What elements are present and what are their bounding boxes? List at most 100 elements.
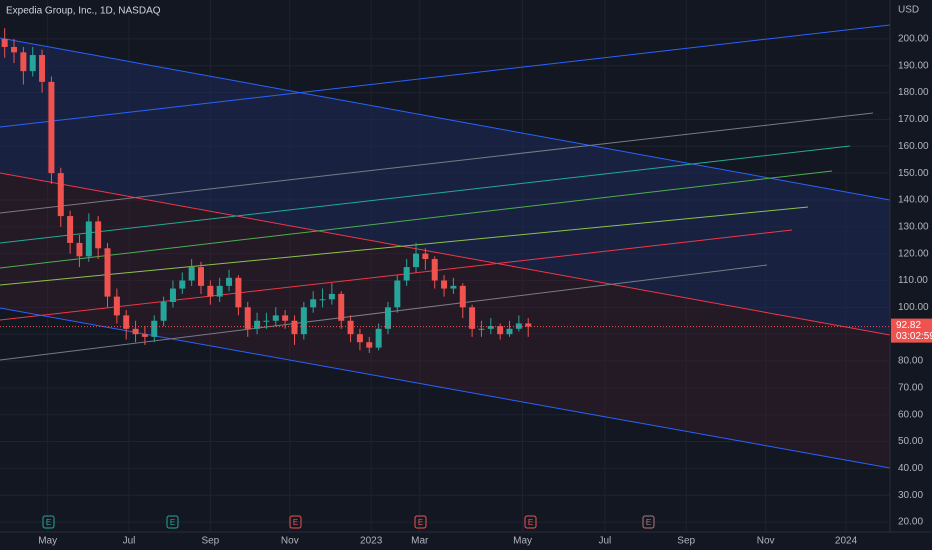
marker-box <box>289 515 302 529</box>
candle-body <box>169 288 176 302</box>
x-tick-label: 2023 <box>360 536 383 547</box>
candle-body <box>450 285 457 289</box>
candle-body <box>328 293 335 300</box>
candle-body <box>48 81 55 174</box>
y-tick-label: 190.00 <box>898 60 929 71</box>
candle-body <box>216 285 223 297</box>
marker-box <box>42 515 55 529</box>
earnings-marker[interactable]: E <box>46 518 51 527</box>
trend-line <box>0 307 891 469</box>
candle-body <box>338 293 345 321</box>
y-tick-label: 130.00 <box>898 221 929 232</box>
y-tick-label: 50.00 <box>898 436 923 447</box>
y-tick-label: 200.00 <box>898 34 929 45</box>
candle-body <box>422 253 429 260</box>
candle-body <box>478 328 485 330</box>
earnings-marker[interactable]: E <box>418 518 423 527</box>
earnings-marker[interactable]: E <box>293 518 298 527</box>
trend-line <box>0 229 793 321</box>
candle-body <box>356 334 363 343</box>
candle-body <box>375 328 382 348</box>
marker-box <box>642 515 655 529</box>
candle-body <box>1 38 8 47</box>
chart-title: Expedia Group, Inc., 1D, NASDAQ <box>6 6 161 17</box>
candle-body <box>123 315 130 329</box>
countdown-label: 03:02:59 <box>896 331 932 342</box>
x-tick-label: Jul <box>123 536 136 547</box>
x-tick-label: Mar <box>411 536 429 547</box>
x-tick-label: May <box>513 536 532 547</box>
candle-body <box>282 315 289 321</box>
y-tick-label: 170.00 <box>898 114 929 125</box>
channel-fill <box>0 38 890 335</box>
candle-body <box>11 46 18 53</box>
candle-body <box>151 320 158 337</box>
candle-body <box>160 301 167 321</box>
candle-body <box>113 296 120 316</box>
y-tick-label: 70.00 <box>898 383 923 394</box>
y-tick-label: 100.00 <box>898 302 929 313</box>
candle-body <box>263 320 270 322</box>
candle-body <box>272 315 279 321</box>
candle-body <box>244 307 251 329</box>
candle-body <box>310 299 317 308</box>
y-tick-label: 30.00 <box>898 490 923 501</box>
candle-body <box>413 253 420 268</box>
candle-body <box>141 334 148 337</box>
candle-body <box>254 320 261 329</box>
x-tick-label: May <box>38 536 57 547</box>
candle-body <box>76 242 83 257</box>
candle-body <box>431 259 438 281</box>
candle-body <box>104 248 111 297</box>
y-tick-label: 80.00 <box>898 356 923 367</box>
candle-body <box>300 307 307 335</box>
candle-body <box>29 55 36 72</box>
x-tick-label: Sep <box>677 536 695 547</box>
candle-body <box>20 52 27 72</box>
x-tick-label: 2024 <box>835 536 858 547</box>
trend-line <box>0 170 833 269</box>
y-tick-label: 120.00 <box>898 248 929 259</box>
candle-body <box>39 55 46 82</box>
currency-label: USD <box>898 5 919 16</box>
marker-box <box>414 515 427 529</box>
candle-body <box>291 320 298 335</box>
earnings-markers: E E E E E E <box>42 515 655 529</box>
candle-body <box>384 307 391 329</box>
x-tick-label: Nov <box>281 536 299 547</box>
candle-body <box>515 323 522 329</box>
trend-line <box>0 264 768 361</box>
trend-line <box>0 172 891 336</box>
candle-body <box>57 173 64 217</box>
earnings-marker[interactable]: E <box>646 518 651 527</box>
candle-body <box>197 267 204 286</box>
trend-line <box>0 145 851 244</box>
candle-body <box>525 323 532 327</box>
candle-body <box>188 267 195 281</box>
earnings-marker[interactable]: E <box>528 518 533 527</box>
x-tick-label: Sep <box>201 536 219 547</box>
candle-body <box>394 280 401 308</box>
y-tick-label: 180.00 <box>898 87 929 98</box>
candles <box>1 28 532 353</box>
y-tick-label: 140.00 <box>898 195 929 206</box>
trend-line <box>0 24 891 128</box>
x-tick-label: Nov <box>757 536 775 547</box>
x-tick-label: Jul <box>598 536 611 547</box>
candle-body <box>132 328 139 335</box>
candle-body <box>497 326 504 335</box>
trend-line <box>0 37 891 201</box>
earnings-marker[interactable]: E <box>170 518 175 527</box>
candle-body <box>441 280 448 289</box>
y-tick-label: 60.00 <box>898 409 923 420</box>
candle-body <box>85 221 92 257</box>
last-price-label: 92.82 <box>896 320 921 331</box>
candle-body <box>319 299 326 301</box>
candle-body <box>67 216 74 243</box>
candle-body <box>459 285 466 308</box>
candle-body <box>403 267 410 281</box>
marker-box <box>166 515 179 529</box>
channel-fill <box>0 173 890 468</box>
